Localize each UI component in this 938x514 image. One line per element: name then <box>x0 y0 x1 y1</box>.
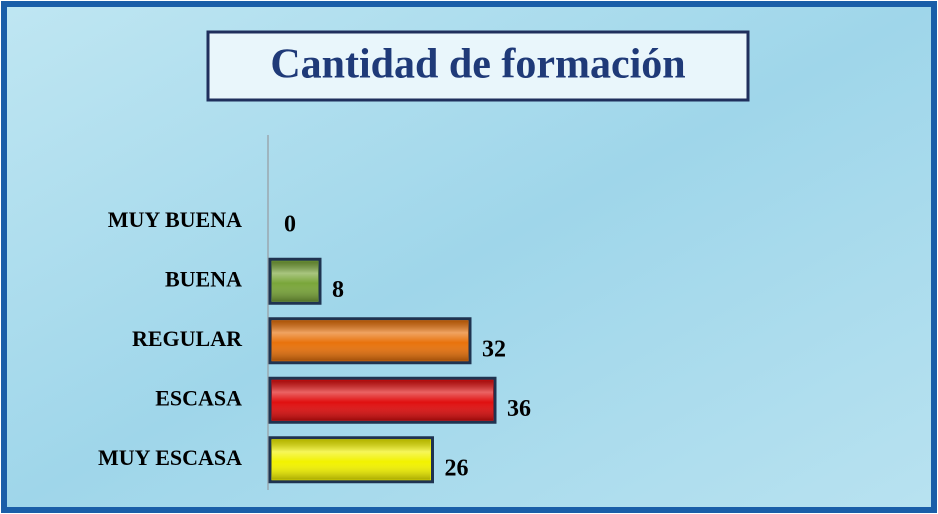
bar-shine <box>272 439 431 480</box>
bar-shine <box>272 380 493 421</box>
title-box <box>206 30 750 102</box>
value-label: 26 <box>445 455 469 481</box>
bar-shine <box>272 320 468 361</box>
category-label: MUY ESCASA <box>98 445 242 470</box>
bar-shine <box>272 261 318 302</box>
value-label: 8 <box>332 277 344 303</box>
category-label: REGULAR <box>132 326 243 351</box>
value-label: 0 <box>284 211 296 237</box>
value-label: 32 <box>482 336 506 362</box>
category-label: BUENA <box>165 266 242 291</box>
category-label: ESCASA <box>155 385 242 410</box>
value-label: 36 <box>507 396 531 422</box>
category-label: MUY BUENA <box>108 207 242 232</box>
chart-title: Cantidad de formación <box>270 42 685 88</box>
